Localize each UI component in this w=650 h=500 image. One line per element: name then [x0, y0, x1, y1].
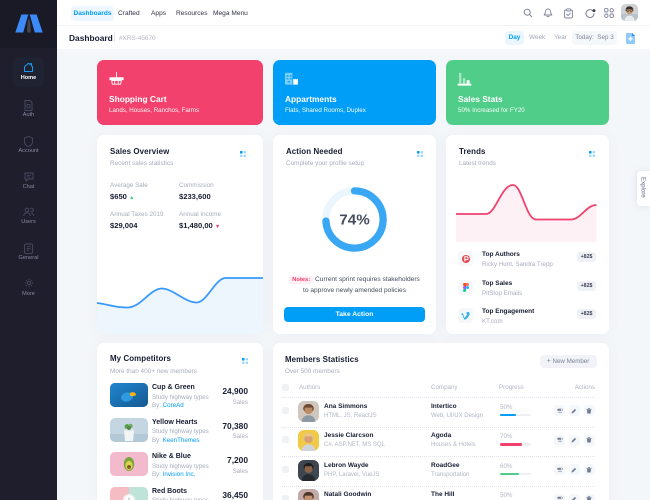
svg-text:74%: 74%	[339, 212, 370, 229]
